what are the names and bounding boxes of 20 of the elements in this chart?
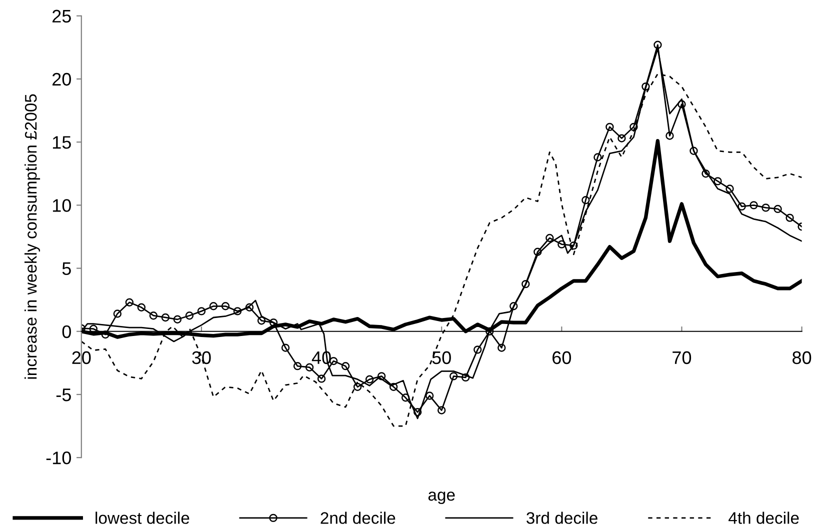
legend-label: lowest decile [96,512,190,524]
legend-label: 3rd decile [526,512,598,524]
y-tick-label: 25 [52,10,71,23]
x-tick-label: 70 [672,351,692,364]
y-tick-label: 15 [52,136,71,149]
y-tick-label: 0 [62,325,71,338]
y-tick-label: 20 [52,72,71,86]
y-axis-title: increase in weekly consumption £2005 [24,94,40,379]
legend-label: 2nd decile [320,512,396,524]
x-axis-title: age [428,492,455,504]
x-tick-label: 30 [192,351,211,364]
x-tick-label: 50 [432,351,451,364]
legend-label: 4th decile [728,512,799,524]
x-tick-label: 20 [72,351,91,364]
y-tick-label: -5 [56,388,71,402]
y-tick-label: 5 [62,262,71,275]
y-tick-label: -10 [46,452,71,464]
y-tick-label: 10 [52,199,71,212]
x-tick-label: 60 [552,351,571,364]
x-tick-label: 80 [792,351,812,364]
